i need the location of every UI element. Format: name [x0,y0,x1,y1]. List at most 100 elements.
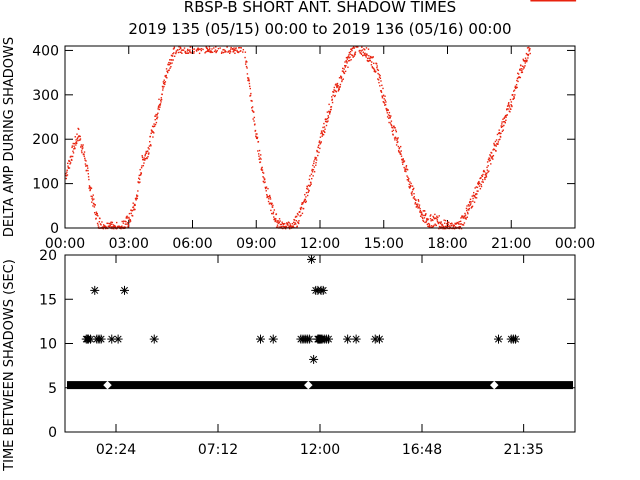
top-point [80,150,83,152]
top-point [419,215,422,217]
top-point [445,225,447,227]
top-point [473,194,475,197]
top-point [424,213,427,216]
top-point [438,225,441,228]
top-point [151,130,153,132]
top-point [269,202,271,204]
top-point [67,167,70,169]
top-point [369,60,371,62]
top-point [353,46,355,48]
top-point [158,98,160,101]
top-point [85,169,88,172]
top-point [313,160,315,162]
bottom-plot-frame [64,254,576,433]
top-point [135,197,138,199]
top-point [264,178,266,180]
top-point [361,46,363,48]
top-point [143,157,145,159]
top-point [90,187,93,190]
top-point [397,141,399,143]
top-point [275,226,278,228]
top-point [476,193,478,195]
top-point [383,101,385,103]
top-point [133,204,136,207]
top-point [378,73,380,76]
top-point [429,218,432,220]
top-point [345,60,347,62]
top-point [381,97,384,99]
top-point [480,183,482,186]
top-point [513,89,516,91]
top-point [124,223,127,225]
top-point [418,204,421,206]
top-point [441,226,444,228]
top-point [71,155,74,158]
top-point [521,71,524,74]
top-xtick-label: 12:00 [300,236,340,252]
top-point [333,91,335,93]
top-point [166,70,169,72]
top-point [516,77,519,80]
top-point [406,175,408,177]
top-point [149,144,152,146]
asterisk-marker [494,334,503,344]
top-point [335,83,337,85]
bottom-xtick-label: 07:12 [198,442,238,458]
top-point [206,50,208,53]
top-point [260,158,262,160]
top-point [333,86,336,89]
top-point [315,157,318,159]
top-point [416,205,419,207]
top-point [320,130,323,132]
top-point [462,224,465,226]
top-point [67,162,69,165]
top-point [371,61,373,63]
top-point [481,174,483,177]
top-point [150,145,152,147]
top-point [275,213,278,215]
top-point [390,124,393,127]
top-point [364,54,367,57]
top-point [193,50,195,53]
top-point [121,225,123,227]
bottom-xtick-label: 16:48 [402,442,442,458]
top-point [94,213,97,216]
top-point [371,67,374,69]
top-point [96,212,98,215]
top-point [258,155,260,157]
top-point [484,176,487,178]
top-point [159,104,161,106]
top-point [268,198,270,200]
top-point [135,198,137,200]
top-point [288,222,290,224]
top-point [396,139,398,141]
top-point [517,72,519,74]
top-point [386,116,389,118]
top-point [259,157,261,159]
top-point [82,144,84,146]
top-point [168,61,170,64]
top-point [503,124,505,127]
top-point [504,122,506,124]
top-point [384,104,386,106]
top-point [300,208,302,211]
top-point [333,95,336,98]
top-point [407,179,409,181]
top-point [282,223,285,226]
top-point [407,180,410,182]
top-point [422,219,424,222]
top-point [230,48,232,50]
top-point [318,141,320,144]
top-point [116,221,118,224]
top-point [465,218,467,220]
top-point [95,217,97,220]
top-point [97,215,99,217]
top-point [363,54,365,56]
top-point [477,183,480,186]
top-point [122,220,125,222]
top-point [147,153,150,155]
top-point [472,200,474,202]
top-point [335,91,338,93]
top-point [292,226,295,228]
top-point [229,49,231,52]
